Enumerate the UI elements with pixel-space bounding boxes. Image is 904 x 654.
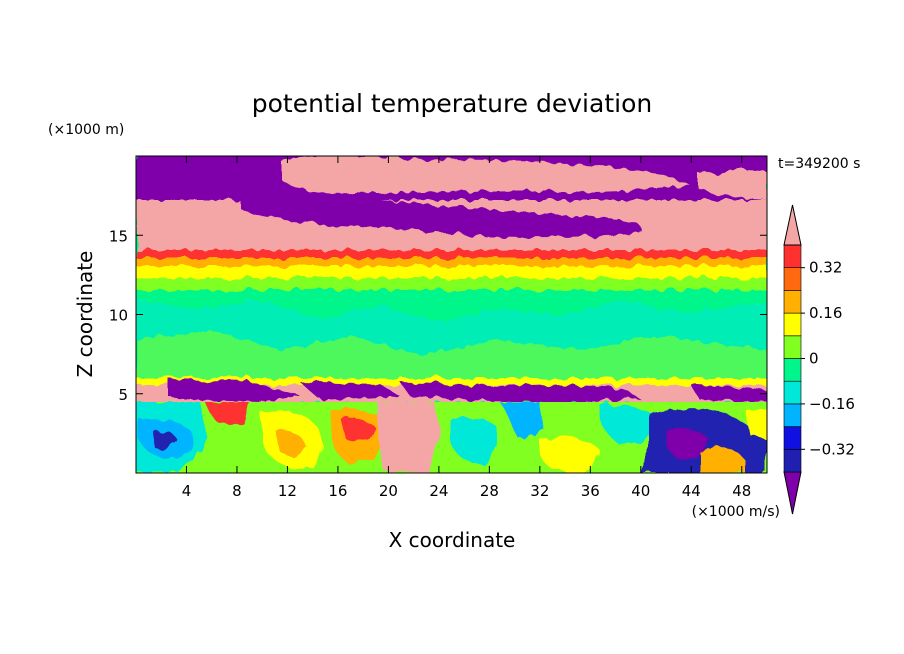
patch-low-purple-1: [170, 380, 300, 402]
y-axis: 5 10 15: [109, 227, 767, 404]
x-tick-label: 44: [682, 482, 701, 500]
x-tick-label: 16: [328, 482, 347, 500]
colorbar-swatch: [783, 380, 802, 405]
colorbar-tick-label: 0.32: [809, 259, 842, 277]
blob-bl-darkblue: [152, 429, 178, 449]
x-tick-label: 48: [732, 482, 751, 500]
band-lightgreen: [136, 278, 767, 290]
blob-blue-center: [500, 402, 545, 440]
y-axis-label: Z coordinate: [73, 251, 97, 378]
colorbar: 0.32 0.16 0 −0.16 −0.32: [783, 204, 855, 515]
patch-low-purple-4: [690, 384, 767, 402]
colorbar-swatch: [783, 312, 802, 337]
heatmap-field: [136, 156, 767, 473]
y-tick-label: 5: [118, 386, 128, 404]
band-low-yellow: [136, 378, 767, 388]
colorbar-swatch: [783, 335, 802, 359]
colorbar-tick-label: 0.16: [809, 304, 842, 322]
y-unit-label: (×1000 m): [48, 122, 124, 138]
band-red: [136, 250, 767, 258]
colorbar-swatch: [783, 448, 802, 473]
x-unit-label: (×1000 m/s): [692, 504, 780, 520]
band-orange: [136, 258, 767, 266]
blob-yellow-right: [745, 410, 767, 440]
band-yellow: [136, 266, 767, 278]
colorbar-extend-low: [783, 471, 802, 515]
colorbar-tick-label: 0: [809, 350, 819, 368]
blob-orange-1: [275, 429, 308, 457]
x-axis: 4 8 12 16 20 24 28 32 36 40 44 48: [182, 156, 751, 500]
colorbar-tick-label: −0.32: [809, 440, 855, 458]
texture-lightgreen: [136, 330, 767, 382]
blob-red-1: [205, 402, 250, 425]
patch-upper-purple: [240, 196, 643, 238]
chart-title: potential temperature deviation: [252, 89, 652, 118]
blob-cyan-right: [600, 404, 660, 445]
x-tick-label: 32: [530, 482, 549, 500]
patch-top-pink-right: [700, 170, 767, 200]
x-axis-label: X coordinate: [389, 528, 516, 552]
y-tick-label: 10: [109, 307, 128, 325]
colorbar-swatch: [783, 267, 802, 291]
time-label: t=349200 s: [778, 156, 860, 172]
blob-orange-right: [700, 447, 745, 473]
y-tick-label: 15: [109, 227, 128, 245]
colorbar-swatch: [783, 358, 802, 382]
colorbar-swatch: [783, 290, 802, 314]
patch-top-pink: [280, 156, 690, 194]
colorbar-extend-high: [783, 204, 802, 246]
x-tick-label: 12: [278, 482, 297, 500]
x-tick-label: 40: [631, 482, 650, 500]
x-tick-label: 20: [379, 482, 398, 500]
blob-red-2: [340, 417, 378, 441]
x-tick-label: 4: [182, 482, 192, 500]
x-tick-label: 24: [429, 482, 448, 500]
colorbar-swatch: [783, 403, 802, 427]
x-tick-label: 28: [480, 482, 499, 500]
x-tick-label: 36: [581, 482, 600, 500]
colorbar-swatch: [783, 426, 802, 450]
blob-purple-right: [665, 427, 710, 460]
blob-yellow-2: [540, 436, 600, 473]
colorbar-tick-label: −0.16: [809, 395, 855, 413]
patch-low-purple-2: [300, 382, 400, 400]
blob-cyan-center: [450, 417, 501, 465]
blob-pink-center: [378, 402, 440, 473]
colorbar-swatch: [783, 244, 802, 269]
patch-low-purple-3: [400, 382, 640, 404]
x-tick-label: 8: [232, 482, 242, 500]
